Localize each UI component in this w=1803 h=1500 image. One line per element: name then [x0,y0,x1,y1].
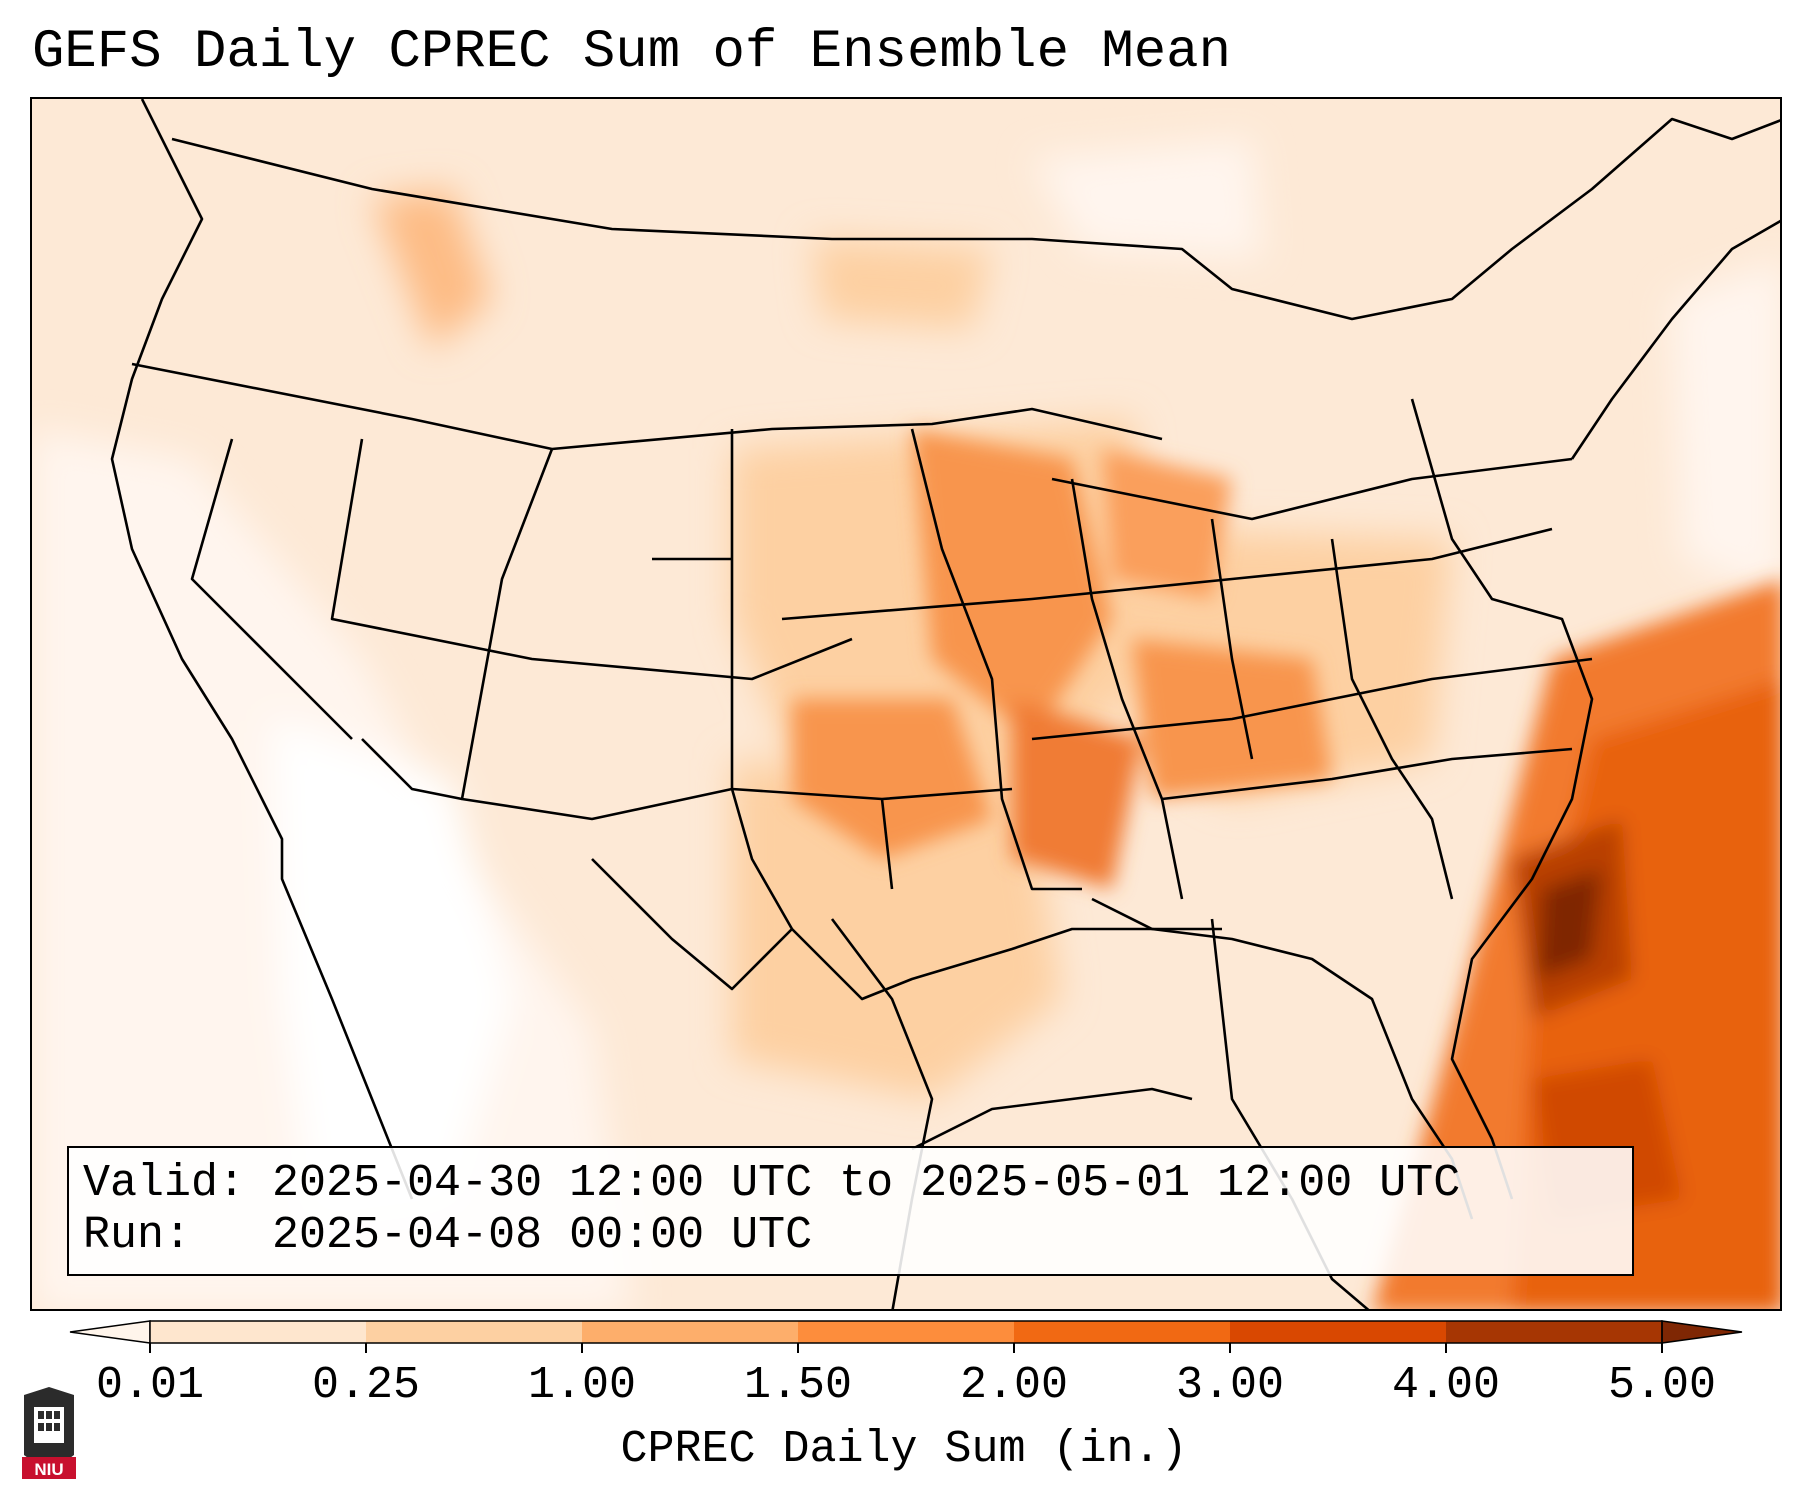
tick-label-3: 1.50 [743,1360,853,1411]
colorbar-label: CPREC Daily Sum (in.) [620,1424,1188,1475]
heavy-region [792,429,1332,889]
state-boundaries [110,99,1780,1309]
precipitation-map [32,99,1780,1309]
colorbar [69,1320,1743,1353]
logo-text: NIU [34,1460,63,1479]
tick-label-1: 0.25 [311,1360,421,1411]
dry-region [32,139,1780,1309]
colorbar-segment-6 [1446,1321,1662,1343]
chart-title: GEFS Daily CPREC Sum of Ensemble Mean [32,22,1231,83]
colorbar-outline [149,1320,1663,1344]
colorbar-extend-high [1661,1320,1743,1344]
valid-time-box: Valid: 2025-04-30 12:00 UTC to 2025-05-0… [67,1146,1634,1276]
tick-label-0: 0.01 [95,1360,205,1411]
colorbar-segments [69,1320,1743,1344]
colorbar-segment-0 [150,1321,366,1343]
tick-label-2: 1.00 [527,1360,637,1411]
colorbar-segment-5 [1230,1321,1446,1343]
map-panel [30,97,1782,1311]
run-line: Run: 2025-04-08 00:00 UTC [83,1210,813,1261]
colorbar-segment-3 [798,1321,1014,1343]
tick-label-5: 3.00 [1175,1360,1285,1411]
colorbar-ticks [149,1343,1663,1353]
colorbar-segment-4 [1014,1321,1230,1343]
niu-logo-icon: NIU [22,1387,76,1479]
colorbar-segment-2 [582,1321,798,1343]
tick-label-7: 5.00 [1607,1360,1717,1411]
tick-label-6: 4.00 [1391,1360,1501,1411]
valid-line: Valid: 2025-04-30 12:00 UTC to 2025-05-0… [83,1158,1461,1209]
tick-label-4: 2.00 [959,1360,1069,1411]
colorbar-segment-1 [366,1321,582,1343]
colorbar-extend-low [69,1320,151,1344]
